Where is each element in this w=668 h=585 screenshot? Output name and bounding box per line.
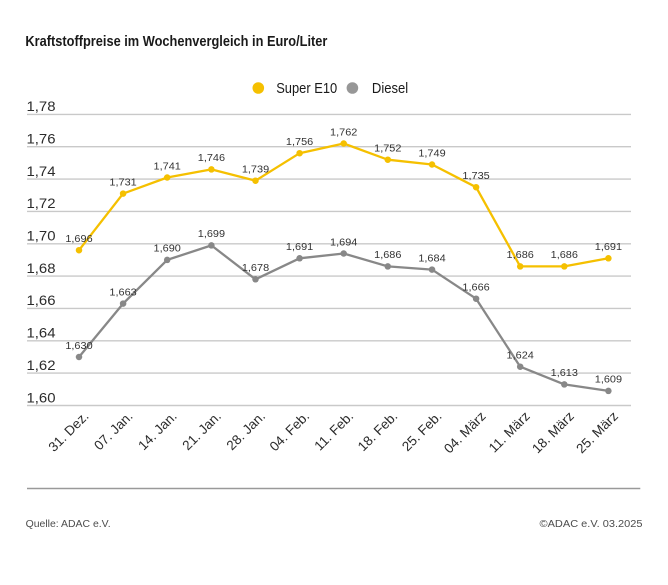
svg-text:©ADAC e.V. 03.2025: ©ADAC e.V. 03.2025 <box>540 519 643 530</box>
svg-text:1,686: 1,686 <box>507 250 535 261</box>
svg-text:1,694: 1,694 <box>330 237 358 248</box>
svg-text:1,684: 1,684 <box>418 253 446 264</box>
svg-text:1,762: 1,762 <box>330 127 357 138</box>
svg-text:1,630: 1,630 <box>65 341 93 352</box>
svg-text:1,78: 1,78 <box>27 99 56 114</box>
svg-text:1,686: 1,686 <box>374 250 402 261</box>
svg-text:1,735: 1,735 <box>462 171 490 182</box>
svg-text:1,686: 1,686 <box>551 250 579 261</box>
svg-text:1,696: 1,696 <box>65 234 93 245</box>
svg-text:1,663: 1,663 <box>109 287 137 298</box>
svg-text:1,666: 1,666 <box>462 283 490 294</box>
svg-text:Quelle: ADAC e.V.: Quelle: ADAC e.V. <box>26 519 111 530</box>
svg-text:1,68: 1,68 <box>27 261 56 276</box>
svg-text:1,699: 1,699 <box>198 229 225 240</box>
svg-text:1,752: 1,752 <box>374 144 401 155</box>
svg-text:Kraftstoffpreise im Wochenverg: Kraftstoffpreise im Wochenvergleich in E… <box>25 34 327 50</box>
svg-text:1,609: 1,609 <box>595 375 622 386</box>
svg-text:1,62: 1,62 <box>27 358 56 373</box>
svg-text:1,739: 1,739 <box>242 165 269 176</box>
svg-text:1,741: 1,741 <box>154 161 181 172</box>
svg-text:1,749: 1,749 <box>418 148 445 159</box>
svg-text:1,731: 1,731 <box>109 177 136 188</box>
svg-text:1,690: 1,690 <box>154 244 182 255</box>
svg-text:1,76: 1,76 <box>27 132 56 147</box>
svg-text:1,691: 1,691 <box>286 242 313 253</box>
svg-text:1,746: 1,746 <box>198 153 226 164</box>
svg-text:1,74: 1,74 <box>27 164 57 179</box>
svg-text:1,691: 1,691 <box>595 242 622 253</box>
svg-text:1,64: 1,64 <box>27 326 57 341</box>
svg-text:1,66: 1,66 <box>27 293 56 308</box>
svg-text:Super E10: Super E10 <box>276 80 337 97</box>
svg-text:1,60: 1,60 <box>27 390 56 405</box>
svg-text:1,613: 1,613 <box>551 368 579 379</box>
svg-text:1,624: 1,624 <box>507 351 535 362</box>
svg-text:Diesel: Diesel <box>372 80 408 97</box>
svg-text:1,678: 1,678 <box>242 263 270 274</box>
svg-text:1,756: 1,756 <box>286 137 314 148</box>
svg-text:1,70: 1,70 <box>27 229 56 244</box>
svg-text:1,72: 1,72 <box>27 196 56 211</box>
